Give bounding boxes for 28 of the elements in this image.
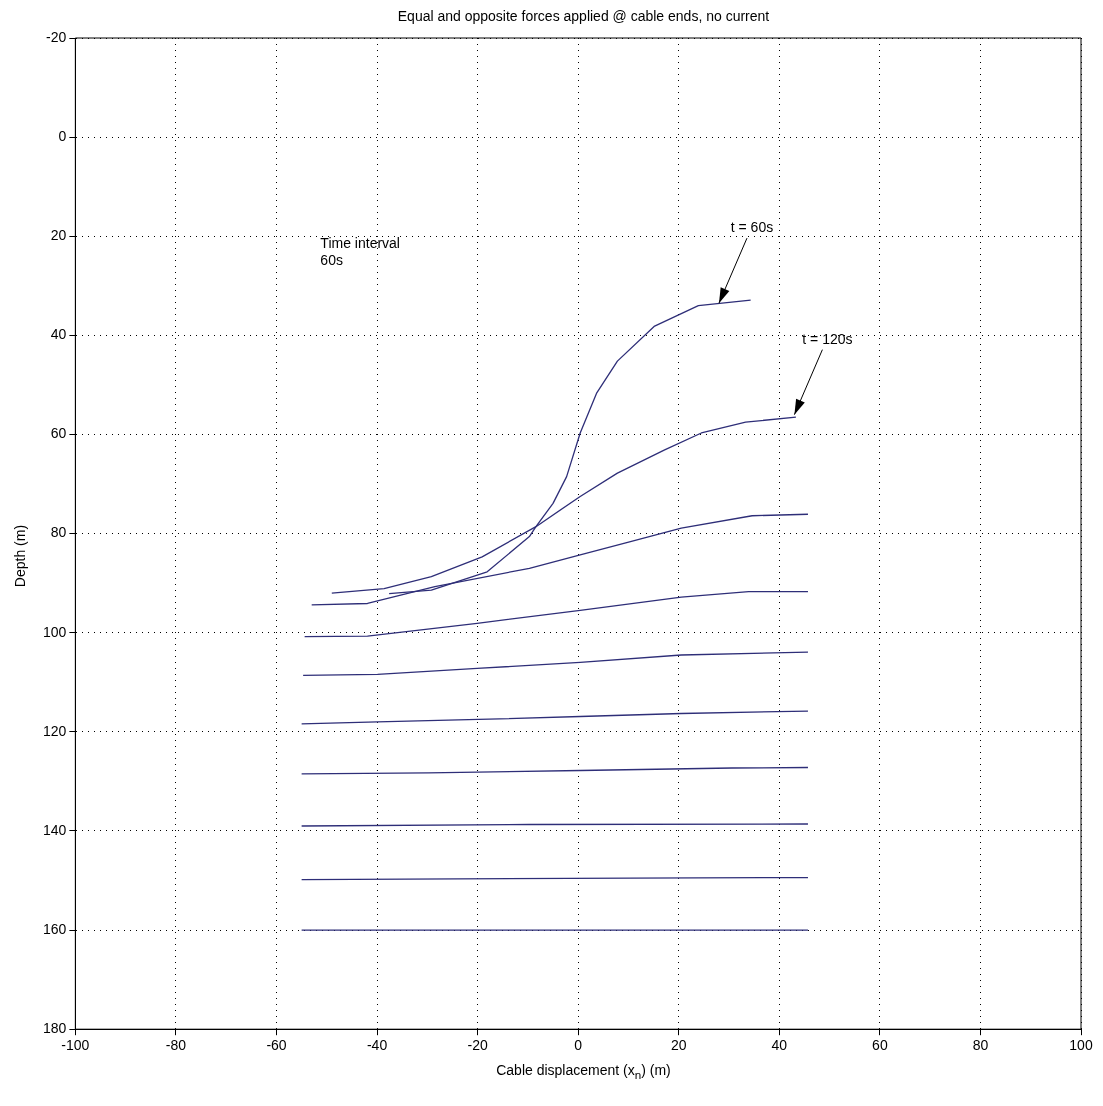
y-tick-label: 0 [58,127,67,144]
y-tick-label: 180 [43,1020,67,1037]
chart-title: Equal and opposite forces applied @ cable ends, no current [396,8,771,24]
x-tick-label: -20 [467,1037,488,1054]
y-tick-label: 160 [43,920,67,937]
annotation: t = 120s [802,330,853,347]
x-tick-label: -40 [366,1037,388,1054]
x-tick-label: 60 [872,1037,888,1054]
x-axis-title: Cable displacement (x$_{n}$) (m) [495,1062,672,1081]
x-tick-label: 80 [972,1037,989,1054]
y-tick-label: -20 [46,28,67,45]
y-tick-label: 40 [50,326,67,343]
x-tick-label: -80 [165,1037,187,1054]
y-tick-label: 80 [50,524,67,541]
y-axis-title: Depth (m) [12,523,28,590]
y-tick-label: 120 [43,722,67,739]
x-tick-label: 0 [574,1037,583,1054]
y-tick-label: 20 [50,227,67,244]
annotation: t = 60s [730,219,774,236]
x-tick-label: 40 [771,1037,788,1054]
x-tick-label: 100 [1069,1037,1093,1054]
x-tick-label: -60 [266,1037,287,1054]
annotation: Time interval 60s [320,235,400,268]
y-tick-label: 100 [43,623,67,640]
x-tick-label: -100 [61,1037,90,1054]
y-tick-label: 60 [50,425,67,442]
y-tick-label: 140 [43,821,67,838]
x-tick-label: 20 [670,1037,687,1054]
